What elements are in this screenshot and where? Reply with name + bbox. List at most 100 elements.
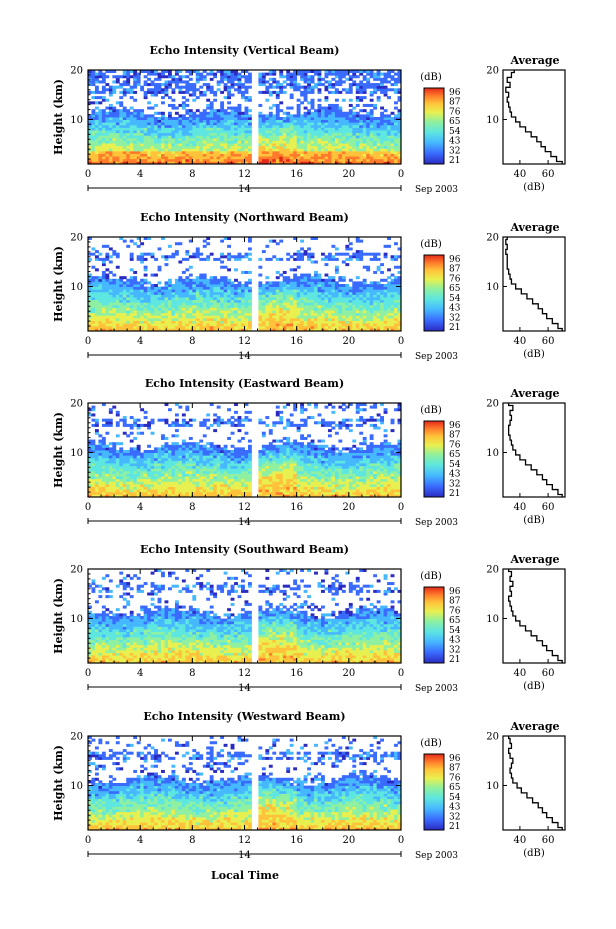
x-tick-label: 12: [238, 336, 251, 347]
heatmap-cell: [119, 150, 124, 154]
heatmap-cell: [223, 297, 228, 301]
heatmap-cell: [258, 299, 263, 303]
heatmap-cell: [101, 80, 106, 84]
heatmap-cell: [192, 494, 197, 498]
heatmap-cell: [164, 70, 169, 74]
heatmap-cell: [178, 114, 183, 118]
heatmap-cell: [390, 315, 395, 319]
heatmap-cell: [108, 320, 113, 324]
heatmap-cell: [164, 137, 169, 141]
heatmap-cell: [147, 124, 151, 128]
heatmap-cell: [126, 150, 131, 154]
heatmap-cell: [314, 153, 318, 157]
heatmap-cell: [324, 145, 329, 149]
heatmap-cell: [317, 304, 322, 308]
heatmap-cell: [181, 494, 186, 498]
heatmap-cell: [307, 114, 311, 118]
heatmap-cell: [296, 132, 301, 136]
heatmap-cell: [178, 119, 183, 123]
heatmap-cell: [258, 137, 263, 141]
heatmap-cell: [244, 284, 249, 288]
heatmap-cell: [167, 255, 172, 259]
heatmap-cell: [327, 132, 332, 136]
heatmap-cell: [237, 148, 242, 152]
heatmap-cell: [237, 106, 242, 110]
heatmap-cell: [167, 156, 172, 160]
heatmap-cell: [185, 85, 190, 89]
heatmap-cell: [390, 77, 395, 81]
heatmap-cell: [359, 135, 364, 139]
heatmap-cell: [359, 299, 364, 303]
heatmap-cell: [188, 489, 193, 493]
y-tick-label: 10: [70, 282, 83, 293]
heatmap-cell: [394, 135, 398, 139]
heatmap-cell: [394, 117, 398, 121]
heatmap-cell: [209, 140, 214, 144]
heatmap-cell: [345, 304, 350, 308]
heatmap-cell: [192, 148, 197, 152]
heatmap-cell: [247, 310, 252, 314]
heatmap-cell: [122, 489, 127, 493]
heatmap-cell: [178, 310, 183, 314]
x-tick-label: 20: [342, 169, 355, 180]
heatmap-cell: [150, 255, 155, 259]
heatmap-cell: [359, 88, 364, 92]
heatmap-cell: [272, 328, 277, 332]
heatmap-cell: [185, 312, 190, 316]
heatmap-cell: [143, 127, 148, 131]
heatmap-cell: [300, 491, 305, 495]
heatmap-cell: [94, 96, 99, 100]
heatmap-cell: [300, 119, 305, 123]
heatmap-cell: [202, 289, 207, 293]
heatmap-cell: [334, 304, 339, 308]
heatmap-cell: [129, 117, 134, 121]
heatmap-cell: [373, 122, 378, 126]
heatmap-cell: [140, 150, 145, 154]
heatmap-cell: [174, 85, 179, 89]
heatmap-cell: [355, 124, 360, 128]
heatmap-cell: [94, 153, 99, 157]
heatmap-cell: [341, 252, 346, 256]
heatmap-cell: [140, 145, 145, 149]
heatmap-cell: [143, 132, 148, 136]
heatmap-cell: [390, 83, 395, 87]
heatmap-cell: [397, 130, 402, 134]
heatmap-cell: [164, 284, 169, 288]
heatmap-cell: [331, 150, 336, 154]
heatmap-cell: [220, 284, 225, 288]
heatmap-cell: [331, 278, 336, 282]
heatmap-cell: [293, 156, 298, 160]
heatmap-cell: [122, 158, 127, 162]
heatmap-cell: [206, 255, 211, 259]
heatmap-cell: [317, 299, 322, 303]
heatmap-cell: [220, 278, 225, 282]
heatmap-cell: [88, 101, 92, 105]
heatmap-cell: [321, 289, 325, 293]
heatmap-cell: [307, 135, 311, 139]
heatmap-cell: [300, 252, 305, 256]
heatmap-cell: [394, 101, 398, 105]
heatmap-cell: [321, 140, 325, 144]
heatmap-cell: [192, 315, 197, 319]
heatmap-cell: [119, 297, 124, 301]
heatmap-cell: [115, 312, 120, 316]
heatmap-cell: [275, 119, 280, 123]
heatmap-cell: [373, 88, 378, 92]
heatmap-cell: [314, 299, 318, 303]
heatmap-cell: [185, 299, 190, 303]
heatmap-cell: [94, 494, 99, 498]
heatmap-cell: [279, 119, 284, 123]
heatmap-cell: [101, 291, 106, 295]
heatmap-cell: [237, 153, 242, 157]
heatmap-cell: [279, 273, 284, 277]
heatmap-cell: [282, 289, 287, 293]
heatmap-cell: [258, 289, 263, 293]
heatmap-cell: [150, 132, 155, 136]
heatmap-cell: [140, 119, 145, 123]
heatmap-cell: [327, 158, 332, 162]
heatmap-cell: [91, 143, 96, 147]
heatmap-cell: [101, 317, 106, 321]
heatmap-cell: [394, 325, 398, 329]
heatmap-cell: [129, 145, 134, 149]
heatmap-cell: [289, 117, 294, 121]
